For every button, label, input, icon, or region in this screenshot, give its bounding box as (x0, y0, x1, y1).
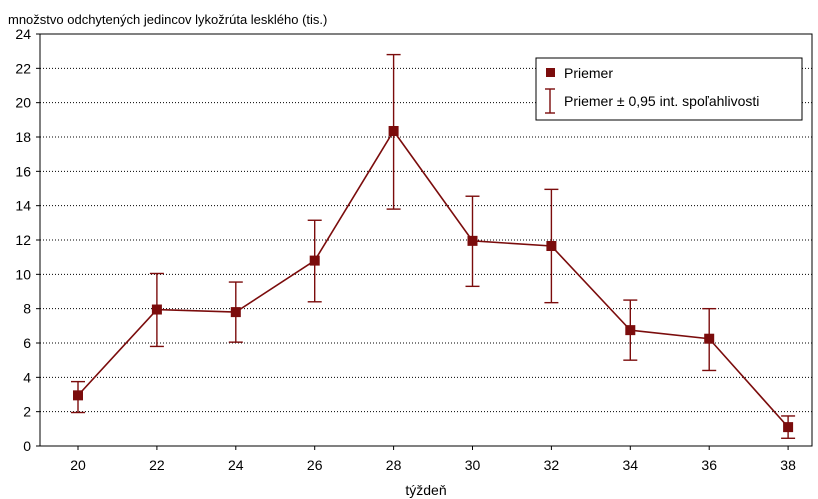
x-tick-label: 30 (465, 457, 481, 473)
y-tick-label: 8 (23, 301, 31, 317)
x-tick-label: 22 (149, 457, 165, 473)
x-tick-label: 32 (544, 457, 560, 473)
x-tick-label: 26 (307, 457, 323, 473)
y-tick-label: 2 (23, 404, 31, 420)
y-tick-label: 4 (23, 369, 31, 385)
y-tick-label: 0 (23, 438, 31, 454)
y-tick-label: 20 (15, 95, 31, 111)
data-point (467, 235, 478, 246)
y-axis-title: množstvo odchytených jedincov lykožrúta … (8, 12, 327, 27)
data-point (704, 333, 715, 344)
data-point (783, 422, 794, 433)
x-tick-label: 24 (228, 457, 244, 473)
data-point (309, 255, 320, 266)
legend-box (535, 57, 803, 121)
x-axis-ticks: 20 22 24 26 28 30 32 34 36 38 (70, 446, 796, 473)
x-tick-label: 28 (386, 457, 402, 473)
x-tick-label: 34 (623, 457, 639, 473)
x-tick-label: 38 (780, 457, 796, 473)
y-tick-label: 18 (15, 129, 31, 145)
data-point (546, 241, 557, 252)
y-tick-label: 10 (15, 266, 31, 282)
data-point (388, 125, 399, 136)
x-tick-label: 20 (70, 457, 86, 473)
y-tick-label: 24 (15, 26, 31, 42)
y-tick-label: 22 (15, 60, 31, 76)
legend-label-mean: Priemer (564, 65, 613, 81)
y-tick-label: 12 (15, 232, 31, 248)
legend-label-ci: Priemer ± 0,95 int. spoľahlivosti (564, 93, 759, 109)
error-bars (71, 53, 796, 439)
y-tick-label: 16 (15, 163, 31, 179)
x-axis-title: týždeň (405, 482, 446, 498)
legend-marker-icon (546, 68, 555, 77)
data-point (230, 307, 241, 318)
data-point (625, 325, 636, 336)
y-tick-label: 14 (15, 198, 31, 214)
y-tick-label: 6 (23, 335, 31, 351)
data-point (73, 390, 83, 401)
legend: Priemer Priemer ± 0,95 int. spoľahlivost… (535, 57, 803, 121)
series-markers (73, 125, 794, 433)
x-tick-label: 36 (701, 457, 717, 473)
data-point (151, 304, 162, 315)
series-line-priemer (77, 129, 789, 428)
